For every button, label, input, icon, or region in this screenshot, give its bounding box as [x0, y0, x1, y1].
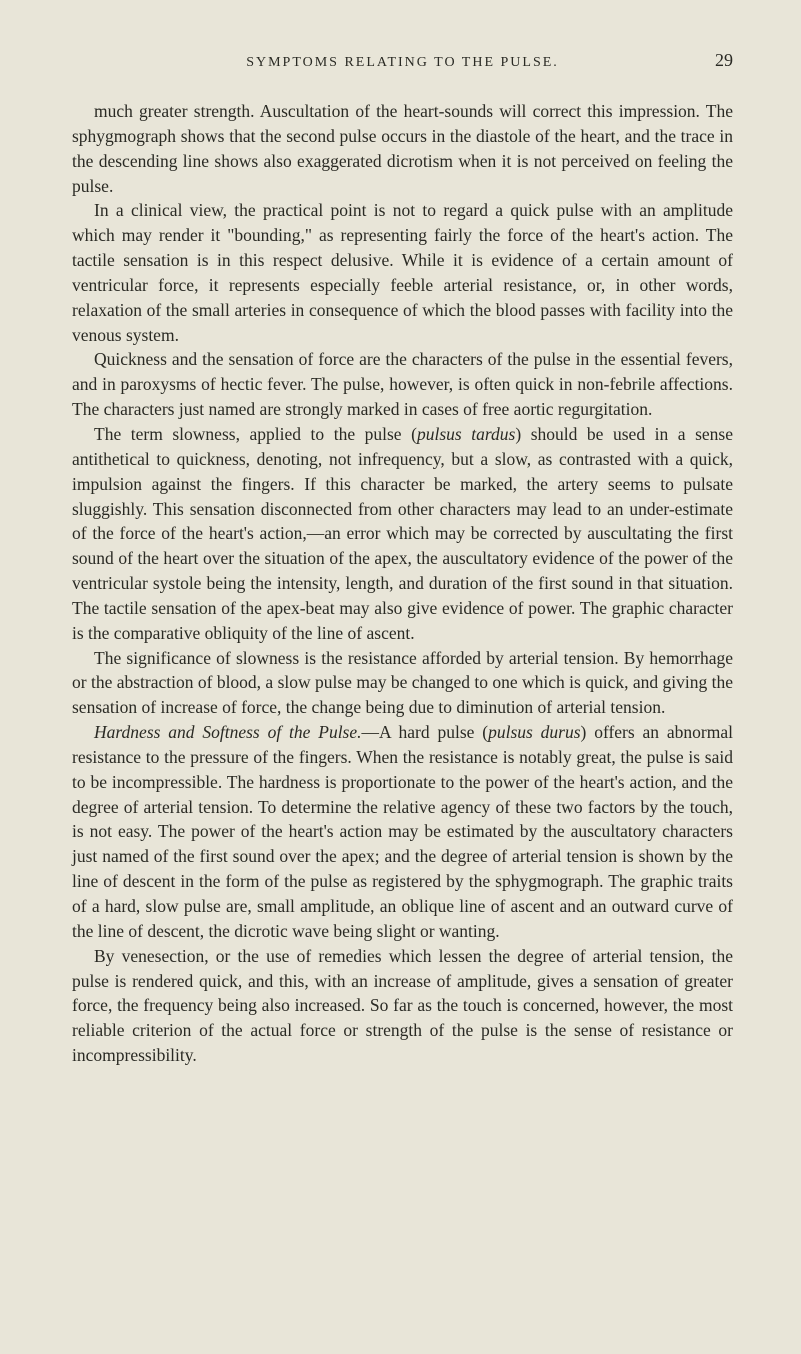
document-page: SYMPTOMS RELATING TO THE PULSE. 29 much … [0, 0, 801, 1118]
p4-italic-1: pulsus tardus [417, 424, 515, 444]
page-header: SYMPTOMS RELATING TO THE PULSE. 29 [72, 50, 733, 71]
p6-italic-1: Hardness and Softness of the Pulse. [94, 722, 362, 742]
header-title: SYMPTOMS RELATING TO THE PULSE. [102, 55, 703, 71]
p6-text-b: ) offers an abnormal resistance to the p… [72, 722, 733, 941]
paragraph-5: The significance of slowness is the resi… [72, 646, 733, 721]
paragraph-7: By venesection, or the use of remedies w… [72, 944, 733, 1068]
paragraph-1: much greater strength. Auscultation of t… [72, 99, 733, 198]
p4-text-b: ) should be used in a sense antithetical… [72, 424, 733, 643]
page-number: 29 [703, 50, 733, 71]
paragraph-6: Hardness and Softness of the Pulse.—A ha… [72, 720, 733, 944]
p6-text-a: —A hard pulse ( [362, 722, 489, 742]
p6-italic-2: pulsus durus [488, 722, 580, 742]
paragraph-3: Quickness and the sensation of force are… [72, 347, 733, 422]
paragraph-4: The term slowness, applied to the pulse … [72, 422, 733, 646]
paragraph-2: In a clinical view, the practical point … [72, 198, 733, 347]
p4-text-a: The term slowness, applied to the pulse … [94, 424, 417, 444]
